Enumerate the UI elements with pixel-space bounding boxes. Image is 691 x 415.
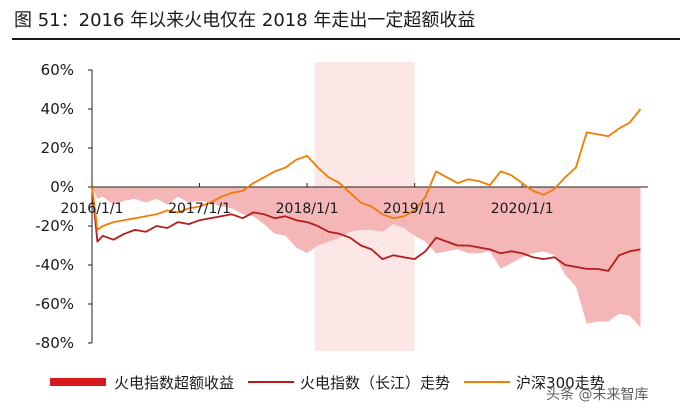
y-tick-label: 40% — [41, 100, 74, 118]
watermark: 头条 @未来智库 — [546, 387, 649, 403]
excess-return-area-layer — [92, 187, 641, 328]
legend: 火电指数超额收益 火电指数（长江）走势 沪深300走势 — [20, 368, 680, 396]
y-tick-label: 0% — [50, 178, 74, 196]
series-line-thermal-index — [91, 186, 641, 272]
y-tick-label: -80% — [35, 334, 74, 352]
y-tick-label: -40% — [35, 256, 74, 274]
y-tick-label: -20% — [35, 217, 74, 235]
legend-swatch-thermal — [248, 381, 295, 383]
title-underline — [12, 38, 680, 40]
x-tick-label: 2017/1/1 — [168, 201, 231, 217]
y-tick-label: -60% — [35, 295, 74, 313]
y-tick-label: 60% — [41, 61, 74, 79]
line-chart: 60% 40% 20% 0% -20% -40% -60% -80% 2016/1/1 2017/… — [35, 61, 648, 352]
tick-label-layer: 60% 40% 20% 0% -20% -40% -60% -80% 2016/1/1 2017/… — [35, 61, 553, 352]
figure-title: 图 51：2016 年以来火电仅在 2018 年走出一定超额收益 — [14, 10, 476, 31]
x-tick-label: 2016/1/1 — [61, 201, 124, 217]
legend-swatch-excess — [50, 378, 106, 386]
x-tick-label: 2018/1/1 — [276, 201, 339, 217]
legend-item-thermal: 火电指数（长江）走势 — [248, 372, 450, 393]
legend-label-thermal: 火电指数（长江）走势 — [300, 373, 451, 392]
series-line-hs300 — [91, 108, 642, 231]
y-tick-label: 20% — [41, 139, 74, 157]
legend-label-excess: 火电指数超额收益 — [114, 373, 235, 392]
legend-swatch-hs300 — [464, 381, 511, 383]
legend-item-hs300: 沪深300走势 — [464, 372, 605, 393]
legend-label-hs300: 沪深300走势 — [516, 373, 605, 392]
legend-item-excess: 火电指数超额收益 — [20, 372, 234, 393]
series-line-layer — [91, 108, 642, 272]
x-tick-label: 2020/1/1 — [491, 201, 554, 217]
x-tick-label: 2019/1/1 — [383, 201, 446, 217]
series-area-excess-return — [92, 187, 641, 328]
